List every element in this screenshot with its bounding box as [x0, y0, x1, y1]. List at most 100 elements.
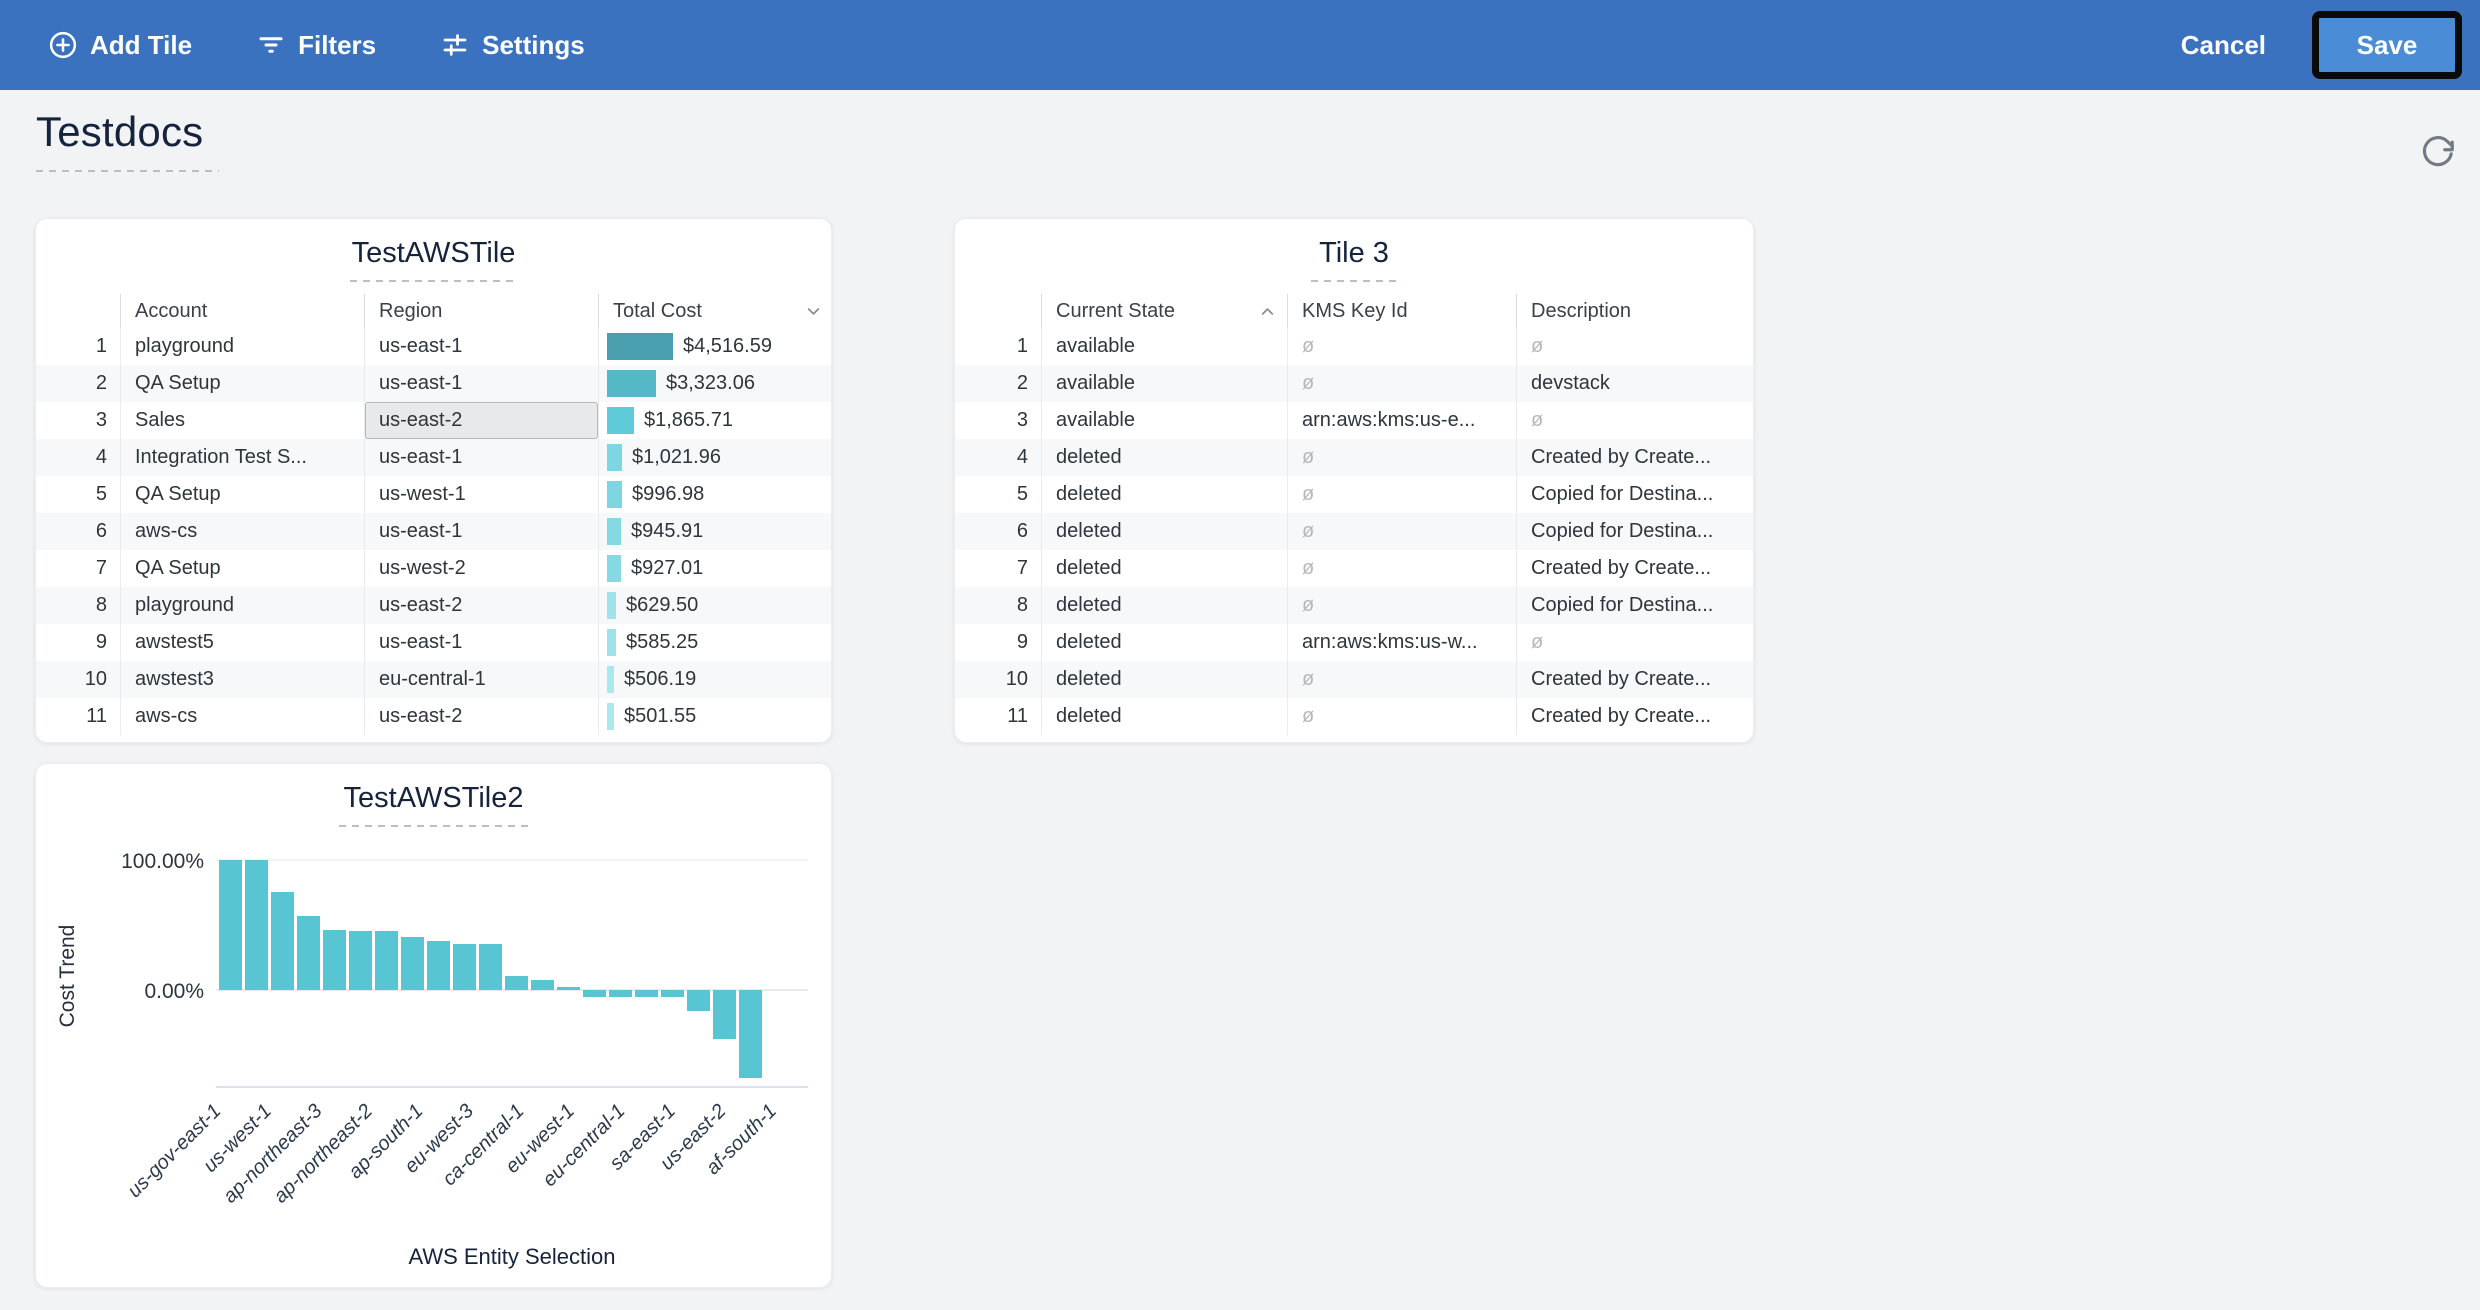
- cell-account[interactable]: QA Setup: [120, 365, 364, 402]
- cell-current_state[interactable]: deleted: [1041, 661, 1287, 698]
- cell-region[interactable]: us-east-2: [364, 698, 598, 735]
- chart-bar[interactable]: [401, 937, 424, 990]
- chart-bar[interactable]: [713, 990, 736, 1039]
- cell-total_cost[interactable]: $3,323.06: [598, 365, 831, 402]
- chart-bar[interactable]: [453, 944, 476, 990]
- cell-region[interactable]: us-east-2: [364, 587, 598, 624]
- chart-bar[interactable]: [245, 860, 268, 990]
- chart-bar[interactable]: [531, 980, 554, 990]
- cell-total_cost[interactable]: $4,516.59: [598, 328, 831, 365]
- cell-total_cost[interactable]: $996.98: [598, 476, 831, 513]
- cell-current_state[interactable]: deleted: [1041, 513, 1287, 550]
- cell-account[interactable]: aws-cs: [120, 698, 364, 735]
- cell-kms_key_id[interactable]: ø: [1287, 365, 1516, 402]
- column-header-kms_key_id[interactable]: KMS Key Id: [1287, 294, 1516, 328]
- cell-account[interactable]: Integration Test S...: [120, 439, 364, 476]
- column-header-total_cost[interactable]: Total Cost: [598, 294, 831, 328]
- cell-description[interactable]: Copied for Destina...: [1516, 513, 1753, 550]
- cell-account[interactable]: QA Setup: [120, 476, 364, 513]
- cell-current_state[interactable]: available: [1041, 328, 1287, 365]
- chart-bar[interactable]: [687, 990, 710, 1011]
- cell-current_state[interactable]: deleted: [1041, 624, 1287, 661]
- cell-total_cost[interactable]: $945.91: [598, 513, 831, 550]
- chart-bar[interactable]: [479, 944, 502, 990]
- cell-region[interactable]: us-east-1: [364, 328, 598, 365]
- cell-total_cost[interactable]: $585.25: [598, 624, 831, 661]
- cancel-button[interactable]: Cancel: [2175, 29, 2272, 62]
- cell-region[interactable]: us-east-1: [364, 439, 598, 476]
- cell-kms_key_id[interactable]: ø: [1287, 587, 1516, 624]
- cell-description[interactable]: Created by Create...: [1516, 439, 1753, 476]
- chart-bar[interactable]: [609, 990, 632, 997]
- chart-bar[interactable]: [661, 990, 684, 997]
- cell-current_state[interactable]: deleted: [1041, 476, 1287, 513]
- chart-bar[interactable]: [271, 892, 294, 990]
- cell-current_state[interactable]: available: [1041, 365, 1287, 402]
- cell-total_cost[interactable]: $629.50: [598, 587, 831, 624]
- cell-account[interactable]: awstest5: [120, 624, 364, 661]
- chart-bar[interactable]: [219, 860, 242, 990]
- cell-kms_key_id[interactable]: ø: [1287, 476, 1516, 513]
- cell-kms_key_id[interactable]: ø: [1287, 550, 1516, 587]
- cell-description[interactable]: ø: [1516, 624, 1753, 661]
- cell-account[interactable]: playground: [120, 328, 364, 365]
- chart-bar[interactable]: [505, 976, 528, 990]
- chart-bar[interactable]: [349, 931, 372, 990]
- cell-region[interactable]: us-east-2: [364, 402, 598, 439]
- cell-current_state[interactable]: deleted: [1041, 698, 1287, 735]
- cell-region[interactable]: us-east-1: [364, 624, 598, 661]
- cell-description[interactable]: Created by Create...: [1516, 550, 1753, 587]
- cell-description[interactable]: Copied for Destina...: [1516, 476, 1753, 513]
- cell-kms_key_id[interactable]: ø: [1287, 328, 1516, 365]
- column-header-description[interactable]: Description: [1516, 294, 1753, 328]
- tile-title[interactable]: Tile 3: [1319, 237, 1389, 269]
- tile-title[interactable]: TestAWSTile: [351, 237, 516, 269]
- cell-region[interactable]: us-west-1: [364, 476, 598, 513]
- cell-description[interactable]: devstack: [1516, 365, 1753, 402]
- cell-current_state[interactable]: deleted: [1041, 587, 1287, 624]
- cell-description[interactable]: Created by Create...: [1516, 661, 1753, 698]
- cell-current_state[interactable]: deleted: [1041, 550, 1287, 587]
- cell-total_cost[interactable]: $927.01: [598, 550, 831, 587]
- filters-button[interactable]: Filters: [250, 29, 382, 62]
- refresh-button[interactable]: [2420, 134, 2456, 173]
- cell-kms_key_id[interactable]: ø: [1287, 439, 1516, 476]
- cell-account[interactable]: playground: [120, 587, 364, 624]
- chart-bar[interactable]: [427, 941, 450, 990]
- chart-bar[interactable]: [557, 987, 580, 990]
- cell-account[interactable]: aws-cs: [120, 513, 364, 550]
- cell-kms_key_id[interactable]: ø: [1287, 661, 1516, 698]
- cell-region[interactable]: us-east-1: [364, 513, 598, 550]
- cell-account[interactable]: QA Setup: [120, 550, 364, 587]
- page-title[interactable]: Testdocs: [36, 108, 204, 155]
- add-tile-button[interactable]: Add Tile: [42, 29, 198, 62]
- chart-bar[interactable]: [583, 990, 606, 997]
- chart-bar[interactable]: [323, 930, 346, 990]
- cell-description[interactable]: Created by Create...: [1516, 698, 1753, 735]
- cell-region[interactable]: us-east-1: [364, 365, 598, 402]
- cell-region[interactable]: eu-central-1: [364, 661, 598, 698]
- cell-total_cost[interactable]: $506.19: [598, 661, 831, 698]
- cell-account[interactable]: Sales: [120, 402, 364, 439]
- cell-description[interactable]: ø: [1516, 402, 1753, 439]
- cell-description[interactable]: ø: [1516, 328, 1753, 365]
- column-header-current_state[interactable]: Current State: [1041, 294, 1287, 328]
- save-button[interactable]: Save: [2312, 11, 2462, 79]
- cell-total_cost[interactable]: $501.55: [598, 698, 831, 735]
- cell-region[interactable]: us-west-2: [364, 550, 598, 587]
- chart-bar[interactable]: [375, 931, 398, 990]
- cell-kms_key_id[interactable]: ø: [1287, 513, 1516, 550]
- cell-kms_key_id[interactable]: ø: [1287, 698, 1516, 735]
- column-header-region[interactable]: Region: [364, 294, 598, 328]
- cell-kms_key_id[interactable]: arn:aws:kms:us-e...: [1287, 402, 1516, 439]
- tile-title[interactable]: TestAWSTile2: [343, 782, 524, 814]
- chart-bar[interactable]: [739, 990, 762, 1078]
- cell-current_state[interactable]: available: [1041, 402, 1287, 439]
- cell-current_state[interactable]: deleted: [1041, 439, 1287, 476]
- cell-description[interactable]: Copied for Destina...: [1516, 587, 1753, 624]
- chart-bar[interactable]: [297, 916, 320, 990]
- cell-account[interactable]: awstest3: [120, 661, 364, 698]
- cell-total_cost[interactable]: $1,865.71: [598, 402, 831, 439]
- cell-total_cost[interactable]: $1,021.96: [598, 439, 831, 476]
- settings-button[interactable]: Settings: [434, 29, 591, 62]
